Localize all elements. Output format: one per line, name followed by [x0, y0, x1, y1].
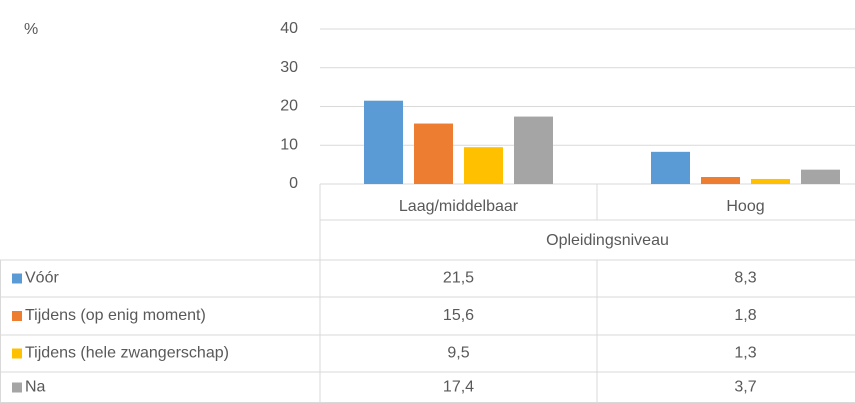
legend-label: Tijdens (hele zwangerschap) — [25, 345, 229, 362]
bar — [514, 116, 553, 184]
y-axis-label: % — [24, 21, 38, 38]
legend-swatch — [12, 348, 22, 359]
y-tick-label: 40 — [280, 20, 298, 37]
table-value: 21,5 — [443, 270, 474, 287]
table-value: 8,3 — [734, 270, 756, 287]
bar — [414, 123, 453, 184]
legend-label: Tijdens (op enig moment) — [25, 307, 206, 324]
table-value: 1,8 — [734, 307, 756, 324]
bar — [801, 169, 840, 184]
legend-label: Vóór — [25, 270, 59, 287]
y-tick-label: 20 — [280, 98, 298, 115]
legend-swatch — [12, 382, 22, 393]
bar — [751, 178, 790, 184]
table-value: 17,4 — [443, 379, 474, 396]
legend-swatch — [12, 273, 22, 284]
y-tick-label: 0 — [289, 175, 298, 192]
x-axis-label: Opleidingsniveau — [546, 232, 669, 249]
y-tick-label: 30 — [280, 59, 298, 76]
bar — [651, 151, 690, 184]
table-value: 15,6 — [443, 307, 474, 324]
table-value: 1,3 — [734, 345, 756, 362]
bar — [701, 177, 740, 184]
table-value: 9,5 — [447, 345, 469, 362]
bar — [364, 100, 403, 184]
y-tick-label: 10 — [280, 136, 298, 153]
x-tick-label: Laag/middelbaar — [399, 198, 519, 215]
table-value: 3,7 — [734, 379, 756, 396]
legend-label: Na — [25, 379, 46, 396]
bar — [464, 147, 503, 184]
legend-swatch — [12, 311, 22, 321]
x-tick-label: Hoog — [726, 198, 764, 215]
